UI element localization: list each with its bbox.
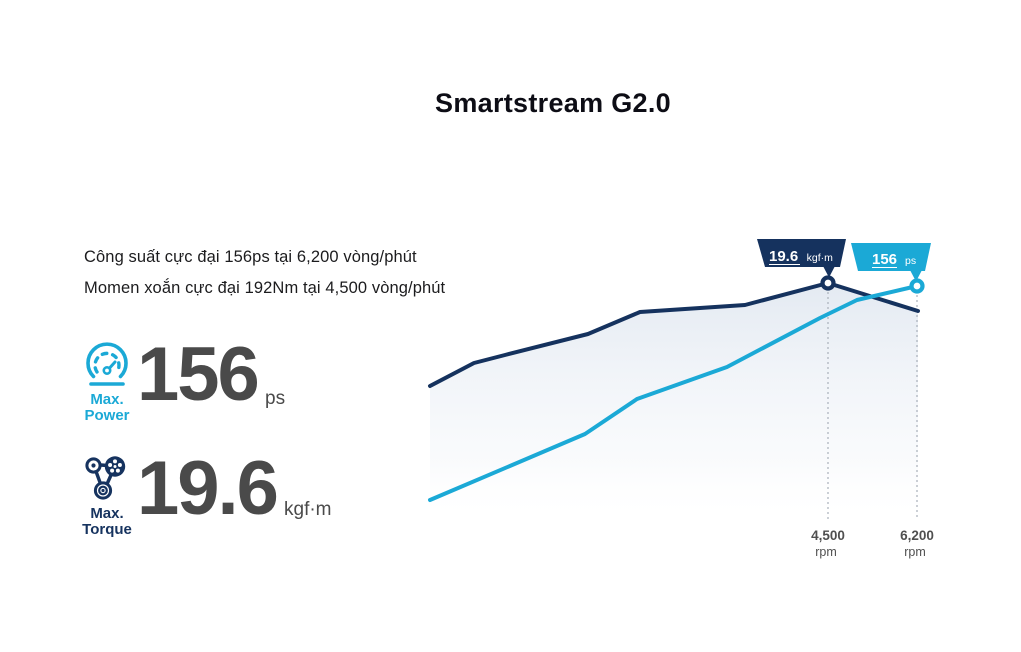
torque-peak-badge: 19.6 kgf·m	[757, 239, 846, 278]
max-power-value: 156	[137, 332, 260, 417]
max-torque-value: 19.6	[137, 446, 279, 531]
power-peak-badge: 156 ps	[851, 243, 931, 282]
spec-line-torque: Momen xoắn cực đại 192Nm tại 4,500 vòng/…	[84, 279, 446, 297]
max-power-unit: ps	[265, 388, 286, 409]
max-power-label-top: Max.	[90, 391, 124, 408]
torque-badge-unit: kgf·m	[807, 252, 834, 264]
spec-line-power: Công suất cực đại 156ps tại 6,200 vòng/p…	[84, 248, 417, 266]
speedometer-icon	[86, 342, 128, 386]
max-torque-unit: kgf·m	[284, 499, 332, 520]
svg-text:19.6 kgf·m: 19.6 kgf·m	[769, 248, 833, 265]
torque-area-fill	[430, 283, 918, 522]
tick-6200-label: 6,200	[900, 528, 934, 543]
max-power-icon-block: Max. Power	[76, 341, 138, 424]
torque-peak-marker	[820, 275, 836, 291]
torque-line	[428, 281, 920, 388]
tick-6200-unit: rpm	[904, 545, 926, 559]
max-torque-label-top: Max.	[90, 505, 124, 522]
page-title: Smartstream G2.0	[435, 88, 671, 118]
tick-6200: 6,200 rpm	[900, 528, 934, 559]
spec-text: Công suất cực đại 156ps tại 6,200 vòng/p…	[84, 242, 445, 304]
svg-text:156 ps: 156 ps	[872, 251, 916, 268]
tick-4500-label: 4,500	[811, 528, 845, 543]
power-badge-unit: ps	[905, 255, 916, 267]
performance-chart-svg: 19.6 kgf·m 156 ps 4,500 rpm 6,200	[428, 239, 934, 559]
max-torque-label-bottom: Torque	[82, 521, 132, 538]
power-peak-marker	[909, 278, 925, 294]
tick-4500: 4,500 rpm	[811, 528, 845, 559]
power-line	[428, 284, 919, 502]
max-power-label-bottom: Power	[84, 407, 130, 424]
power-badge-value: 156	[872, 251, 897, 268]
performance-chart: 19.6 kgf·m 156 ps 4,500 rpm 6,200	[420, 230, 980, 570]
tick-4500-unit: rpm	[815, 545, 837, 559]
torque-badge-value: 19.6	[769, 248, 798, 265]
timing-belt-icon	[85, 456, 126, 500]
max-torque-icon-block: Max. Torque	[76, 455, 138, 538]
